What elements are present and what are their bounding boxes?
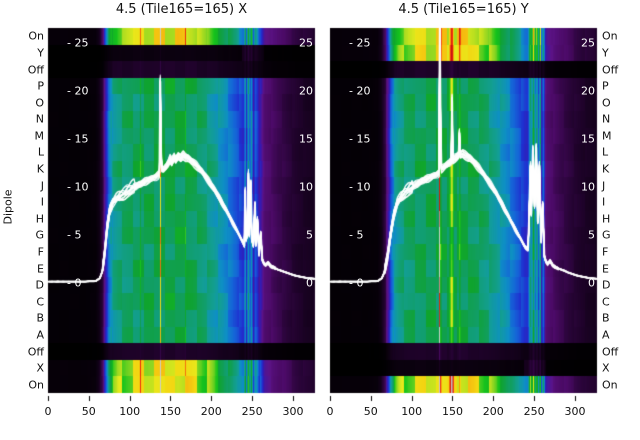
row-label: E bbox=[602, 262, 609, 276]
x-tick-label: 0 bbox=[44, 405, 52, 418]
row-label: On bbox=[602, 29, 618, 43]
x-tick-label: 50 bbox=[81, 405, 96, 418]
row-label: P bbox=[37, 79, 44, 93]
row-label: On bbox=[28, 378, 44, 392]
y-tick-label-left: - 25 bbox=[349, 36, 371, 50]
row-label: P bbox=[602, 79, 609, 93]
row-label: H bbox=[35, 212, 44, 226]
y-tick-label-left: - 0 bbox=[67, 276, 82, 290]
row-label: M bbox=[602, 129, 612, 143]
row-label: Off bbox=[602, 63, 619, 76]
row-label: M bbox=[34, 129, 45, 143]
row-label: A bbox=[36, 328, 44, 342]
row-label: L bbox=[602, 145, 609, 159]
x-tick-label: 50 bbox=[363, 405, 378, 418]
y-tick-label-right: 5 bbox=[588, 228, 595, 242]
y-tick-label-left: - 5 bbox=[67, 228, 82, 242]
y-tick-label-left: - 10 bbox=[349, 180, 371, 194]
x-tick-label: 0 bbox=[326, 405, 334, 418]
y-tick-label-right: 15 bbox=[581, 132, 595, 146]
y-tick-label-left: - 20 bbox=[67, 84, 89, 98]
row-label: I bbox=[40, 195, 44, 209]
y-tick-label-left: - 20 bbox=[349, 84, 371, 98]
y-tick-label-left: - 15 bbox=[67, 132, 89, 146]
x-tick-label: 150 bbox=[160, 405, 181, 418]
x-tick-label: 150 bbox=[442, 405, 463, 418]
x-tick-label: 250 bbox=[523, 405, 545, 418]
row-label: Off bbox=[27, 345, 44, 358]
row-label: Y bbox=[602, 46, 609, 60]
y-tick-label-right: 20 bbox=[581, 84, 595, 98]
y-tick-label-left: - 5 bbox=[349, 228, 364, 242]
y-tick-label-right: 0 bbox=[306, 276, 313, 290]
row-label: A bbox=[602, 328, 610, 342]
y-tick-label-right: 15 bbox=[299, 132, 313, 146]
row-label: O bbox=[35, 96, 44, 110]
row-label: K bbox=[36, 162, 44, 176]
row-label: B bbox=[602, 311, 610, 325]
row-label: F bbox=[37, 245, 44, 259]
row-label: X bbox=[36, 361, 44, 375]
row-label: C bbox=[36, 295, 44, 309]
row-label: Off bbox=[27, 63, 44, 76]
y-tick-label-right: 25 bbox=[581, 36, 595, 50]
row-label: Y bbox=[37, 46, 44, 60]
row-label: G bbox=[35, 228, 44, 242]
row-label: J bbox=[602, 179, 606, 193]
x-tick-label: 200 bbox=[200, 405, 222, 418]
row-label: N bbox=[35, 112, 44, 126]
row-label: X bbox=[602, 361, 610, 375]
x-tick-label: 250 bbox=[241, 405, 263, 418]
x-tick-label: 300 bbox=[282, 405, 304, 418]
row-label: On bbox=[28, 29, 44, 43]
x-tick-label: 300 bbox=[564, 405, 586, 418]
y-tick-label-left: - 25 bbox=[67, 36, 89, 50]
panel-title-y: 4.5 (Tile165=165) Y bbox=[398, 2, 529, 17]
row-label: B bbox=[36, 311, 44, 325]
row-label: G bbox=[602, 228, 611, 242]
row-label: F bbox=[602, 245, 609, 259]
y-tick-label-right: 20 bbox=[299, 84, 313, 98]
row-label: D bbox=[35, 278, 44, 292]
y-tick-label-right: 25 bbox=[299, 36, 313, 50]
y-tick-label-left: - 10 bbox=[67, 180, 89, 194]
row-label: H bbox=[602, 212, 611, 226]
row-label: O bbox=[602, 96, 611, 110]
y-tick-label-left: - 15 bbox=[349, 132, 371, 146]
y-tick-label-right: 10 bbox=[299, 180, 313, 194]
row-label: E bbox=[37, 262, 44, 276]
y-tick-label-right: 0 bbox=[588, 276, 595, 290]
row-label: D bbox=[602, 278, 611, 292]
row-label: N bbox=[602, 112, 611, 126]
y-tick-label-right: 10 bbox=[581, 180, 595, 194]
y-tick-label-left: - 0 bbox=[349, 276, 364, 290]
row-label: C bbox=[602, 295, 610, 309]
x-tick-label: 100 bbox=[401, 405, 423, 418]
x-tick-label: 100 bbox=[119, 405, 141, 418]
row-label: J bbox=[40, 179, 44, 193]
row-label: L bbox=[37, 145, 44, 159]
row-label: I bbox=[602, 195, 606, 209]
row-label: K bbox=[602, 162, 610, 176]
y-tick-label-right: 5 bbox=[306, 228, 313, 242]
row-label: Off bbox=[602, 345, 619, 358]
row-label: On bbox=[602, 378, 618, 392]
x-tick-label: 200 bbox=[482, 405, 504, 418]
panel-title-x: 4.5 (Tile165=165) X bbox=[115, 2, 248, 17]
